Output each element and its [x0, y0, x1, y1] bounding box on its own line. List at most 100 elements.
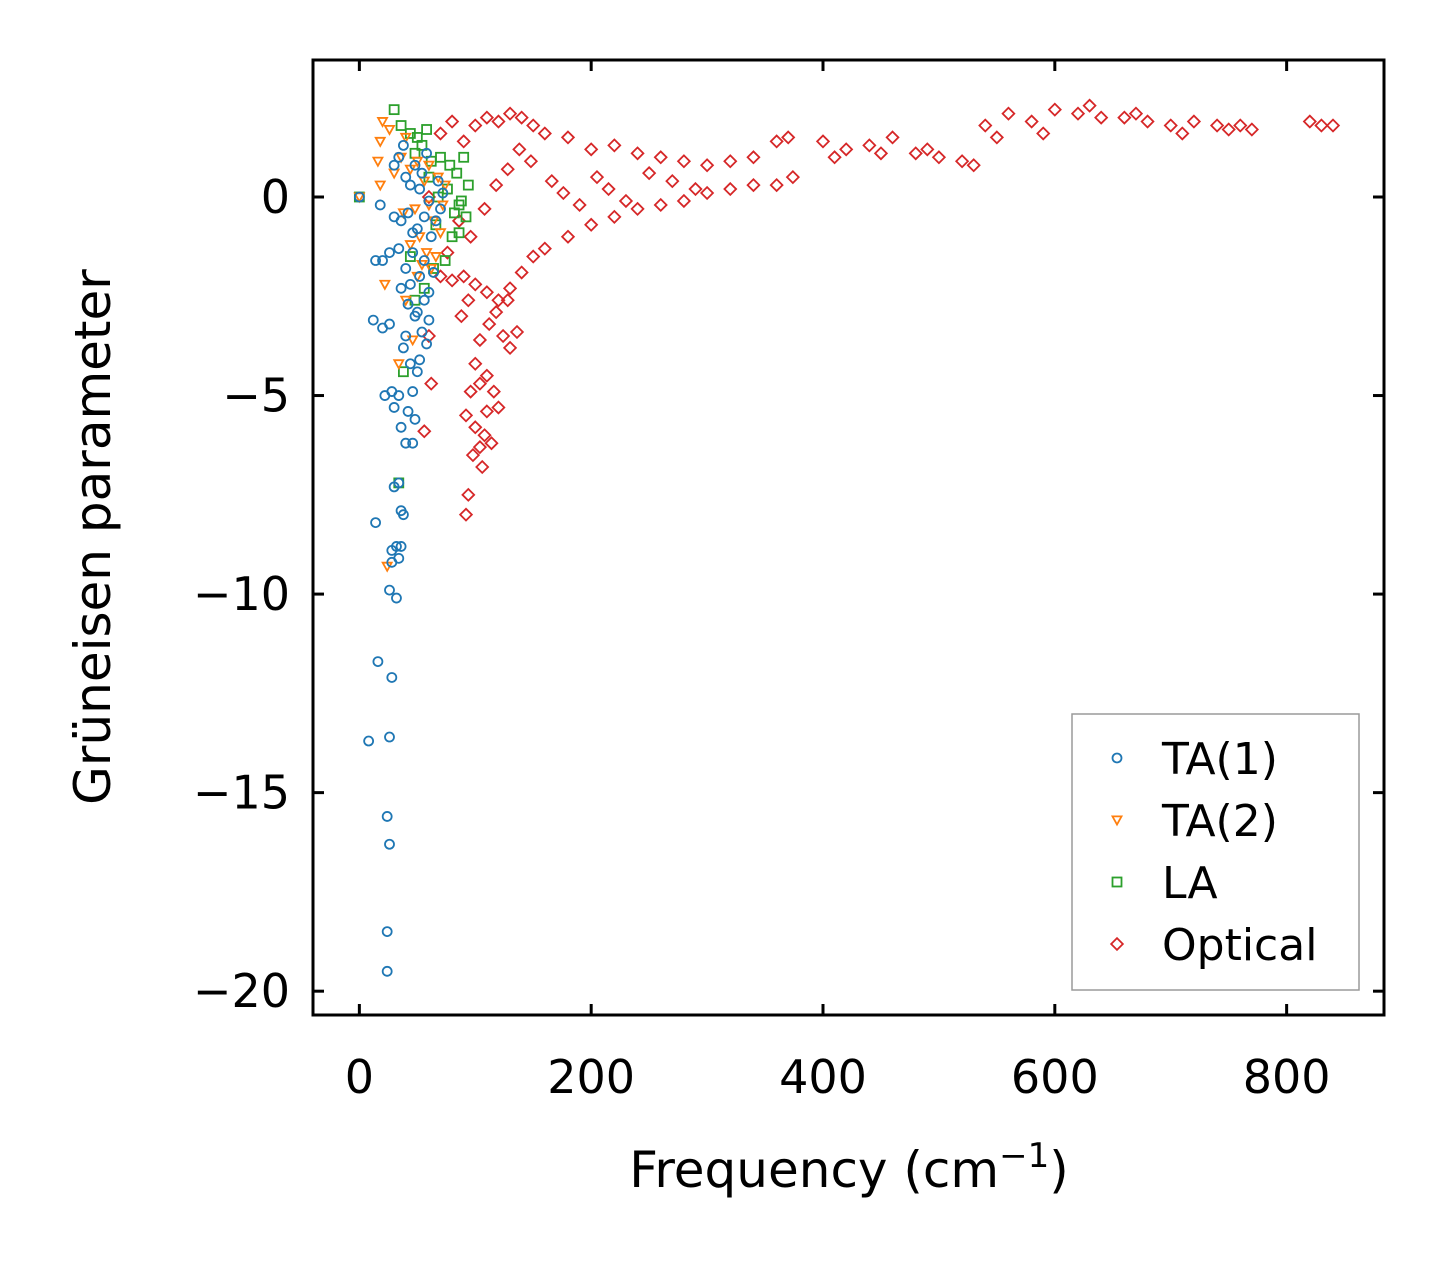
data-point — [1036, 126, 1051, 141]
data-point — [392, 359, 405, 371]
plot-area-frame — [311, 58, 1386, 1017]
data-point — [665, 173, 680, 189]
data-point — [468, 356, 483, 371]
data-point — [455, 195, 467, 207]
y-tick-label: −10 — [193, 567, 290, 621]
data-point — [444, 114, 460, 129]
data-point — [400, 263, 412, 274]
data-point — [1163, 118, 1178, 133]
data-point — [444, 273, 460, 288]
data-point — [491, 293, 506, 308]
data-point — [486, 384, 501, 399]
data-point — [416, 167, 428, 179]
x-axis-label-text: Frequency (cm — [629, 1141, 999, 1199]
data-point — [388, 402, 400, 413]
data-point — [449, 207, 460, 219]
data-point — [472, 332, 488, 348]
data-point — [384, 838, 395, 850]
data-point — [458, 151, 470, 163]
data-point — [502, 340, 518, 356]
data-point — [374, 180, 387, 192]
data-point — [400, 171, 412, 183]
data-point — [584, 142, 599, 157]
data-point — [514, 265, 529, 280]
data-point — [489, 177, 504, 193]
data-point — [468, 118, 483, 133]
series-la — [353, 104, 474, 489]
data-point — [1140, 114, 1155, 129]
data-point — [395, 282, 407, 294]
legend-marker — [1111, 876, 1123, 888]
data-point — [425, 231, 437, 243]
data-point — [381, 926, 393, 938]
data-point — [1024, 114, 1039, 129]
data-point — [400, 330, 412, 342]
data-point — [398, 509, 409, 521]
axis-ticks — [313, 60, 1384, 1015]
data-point — [435, 151, 446, 163]
data-point — [393, 390, 405, 401]
data-point — [560, 229, 576, 244]
data-point — [458, 408, 474, 423]
data-point — [418, 294, 430, 306]
data-point — [1221, 122, 1236, 137]
data-point — [377, 255, 388, 266]
axis-tick-labels: 0 200 400 600 800 0 −5 −10 −15 −20 — [193, 170, 1331, 1104]
data-point — [607, 209, 622, 224]
data-point — [451, 167, 463, 179]
data-point — [1209, 118, 1225, 133]
data-point — [407, 386, 419, 397]
data-point — [1082, 98, 1097, 113]
data-point — [500, 293, 515, 308]
data-point — [908, 146, 923, 161]
data-point — [453, 227, 465, 239]
data-point — [395, 541, 407, 552]
x-tick-label: 800 — [1243, 1050, 1331, 1104]
data-point — [839, 142, 854, 157]
data-point — [827, 150, 842, 165]
legend: TA(1) TA(2) LA Optical — [1071, 713, 1360, 991]
data-point — [411, 366, 423, 378]
data-point — [407, 247, 419, 258]
data-point — [491, 400, 506, 415]
data-point — [451, 213, 467, 228]
data-point — [399, 295, 412, 307]
x-tick-label: 400 — [779, 1050, 867, 1104]
legend-marker — [1111, 752, 1123, 764]
legend-marker — [1110, 815, 1124, 827]
legend-label: TA(1) — [1161, 734, 1278, 785]
data-point — [393, 243, 405, 255]
data-point — [395, 215, 407, 227]
data-point — [523, 154, 539, 169]
data-point — [484, 436, 499, 451]
data-point — [439, 255, 451, 266]
data-point — [370, 255, 381, 266]
data-point — [512, 142, 527, 157]
data-point — [463, 229, 478, 244]
data-point — [642, 166, 657, 181]
data-point — [423, 314, 435, 326]
data-point — [374, 136, 387, 148]
data-point — [630, 201, 645, 217]
data-point — [479, 404, 494, 419]
data-point — [398, 366, 409, 378]
data-point — [785, 170, 800, 185]
data-point — [1314, 118, 1329, 133]
data-point — [482, 316, 497, 332]
data-point — [989, 130, 1004, 145]
data-point — [404, 278, 416, 290]
data-point — [411, 306, 423, 318]
data-point — [723, 154, 738, 169]
data-point — [978, 118, 993, 133]
data-point — [437, 187, 449, 199]
data-point — [386, 672, 398, 683]
y-axis-label: Grüneisen parameter — [64, 269, 122, 805]
series-ta-1- — [353, 139, 449, 977]
data-point — [384, 584, 395, 596]
data-point — [376, 117, 389, 128]
data-point — [556, 185, 571, 201]
data-point — [407, 227, 419, 239]
data-point — [463, 384, 478, 399]
data-point — [589, 170, 605, 185]
data-point — [676, 154, 692, 169]
